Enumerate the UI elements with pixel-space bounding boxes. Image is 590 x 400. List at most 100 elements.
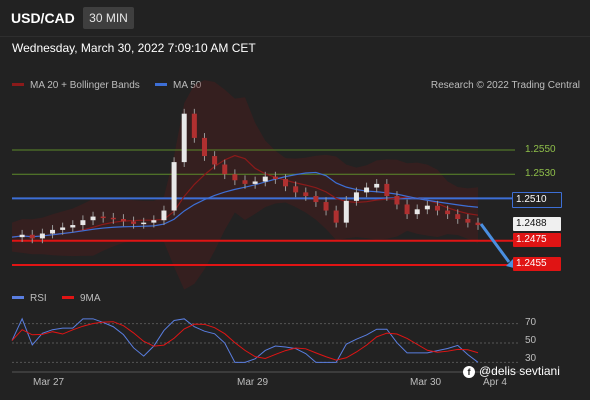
- rsi-level-70: 70: [525, 317, 537, 328]
- candle-body: [353, 192, 359, 201]
- candle-body: [272, 176, 278, 180]
- candle: [283, 174, 289, 192]
- support1-box: 1.2475: [513, 233, 561, 247]
- x-axis-label: Mar 30: [410, 377, 442, 388]
- candle: [191, 108, 197, 143]
- timeframe-button[interactable]: 30 MIN: [83, 7, 134, 29]
- rsi-level-30: 30: [525, 353, 537, 364]
- candle-body: [212, 156, 218, 165]
- candle-body: [39, 233, 45, 239]
- last-price-box: 1.2488: [513, 217, 561, 231]
- candle-body: [100, 216, 106, 219]
- legend-rsi-label: RSI: [30, 293, 47, 304]
- candle: [455, 209, 461, 224]
- level-label-r1: 1.2530: [525, 168, 556, 179]
- candle: [141, 217, 147, 229]
- bollinger-swatch: [12, 82, 24, 86]
- candle: [445, 205, 451, 219]
- candle: [313, 191, 319, 207]
- rsi-line: [11, 317, 479, 363]
- candle-body: [262, 176, 268, 182]
- candle-body: [333, 210, 339, 223]
- candle: [39, 228, 45, 244]
- rsi-swatch: [12, 295, 24, 299]
- candle: [171, 157, 177, 216]
- candle: [222, 159, 228, 180]
- legend-rsi: RSI: [12, 293, 47, 304]
- candle-body: [394, 196, 400, 205]
- candle-body: [283, 179, 289, 187]
- legend-rsi-ma: 9MA: [62, 293, 101, 304]
- candle: [303, 187, 309, 201]
- candle-body: [151, 220, 157, 223]
- candle-body: [343, 200, 349, 223]
- legend-ma50: MA 50: [155, 80, 201, 91]
- candle: [110, 212, 116, 224]
- candle: [293, 181, 299, 198]
- candle: [374, 179, 380, 193]
- candle: [465, 214, 471, 228]
- x-axis-label: Mar 29: [237, 377, 269, 388]
- candle-body: [60, 227, 66, 230]
- candle: [212, 151, 218, 170]
- datetime-label: Wednesday, March 30, 2022 7:09:10 AM CET: [12, 41, 256, 55]
- candle-body: [455, 214, 461, 219]
- support2-box: 1.2455: [513, 257, 561, 271]
- candle-body: [252, 181, 258, 184]
- candle: [323, 197, 329, 216]
- level-label-r2: 1.2550: [525, 144, 556, 155]
- candle-body: [293, 186, 299, 193]
- candle: [242, 175, 248, 189]
- candle: [343, 196, 349, 228]
- rsi-panel: [11, 317, 520, 373]
- candle: [272, 171, 278, 184]
- candle: [333, 205, 339, 228]
- candle-body: [313, 196, 319, 203]
- candle: [29, 229, 35, 244]
- candle: [50, 225, 56, 239]
- candle-body: [131, 221, 137, 224]
- candle-body: [50, 229, 56, 234]
- candle-body: [181, 113, 187, 163]
- candle: [90, 211, 96, 226]
- candle: [19, 229, 25, 242]
- candle: [414, 204, 420, 219]
- candle-body: [384, 183, 390, 196]
- candle-body: [232, 174, 238, 181]
- rsi-level-50: 50: [525, 335, 537, 346]
- candle-body: [364, 187, 370, 193]
- candle-body: [445, 210, 451, 215]
- candle: [131, 216, 137, 229]
- candle: [364, 182, 370, 198]
- candle-body: [465, 219, 471, 223]
- ma50-swatch: [155, 82, 167, 86]
- symbol-title: USD/CAD: [11, 10, 75, 26]
- candle-body: [161, 210, 167, 221]
- candle-body: [475, 222, 481, 226]
- candle-body: [323, 202, 329, 211]
- candle: [384, 179, 390, 201]
- watermark-text: @delis sevtiani: [479, 364, 560, 378]
- header-bar: USD/CAD 30 MIN: [0, 0, 590, 37]
- candle-body: [80, 220, 86, 226]
- candle-body: [242, 180, 248, 184]
- candle: [100, 211, 106, 223]
- legend-bollinger-label: MA 20 + Bollinger Bands: [30, 80, 140, 91]
- candle: [70, 220, 76, 233]
- candle: [161, 205, 167, 226]
- candle: [353, 187, 359, 206]
- research-credit: Research © 2022 Trading Central: [430, 80, 580, 91]
- candle: [120, 214, 126, 227]
- candle: [60, 222, 66, 235]
- candle-body: [414, 209, 420, 215]
- candle: [232, 169, 238, 186]
- candle-body: [303, 192, 309, 196]
- candle-body: [90, 216, 96, 221]
- watermark: f @delis sevtiani: [463, 364, 560, 378]
- candle-body: [29, 234, 35, 239]
- candle: [404, 199, 410, 219]
- candle-body: [141, 222, 147, 225]
- candle: [475, 217, 481, 230]
